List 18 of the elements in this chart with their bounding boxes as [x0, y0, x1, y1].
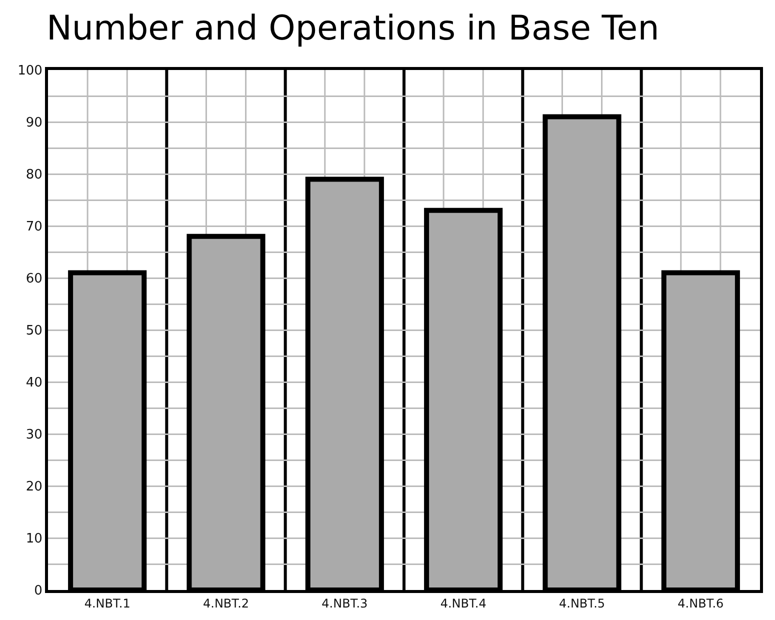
y-tick-label: 70	[26, 220, 42, 235]
x-tick-label: 4.NBT.6	[678, 596, 724, 610]
x-tick-label: 4.NBT.3	[322, 596, 368, 610]
y-tick-label: 60	[26, 272, 42, 287]
y-tick-label: 30	[26, 428, 42, 443]
x-tick-label: 4.NBT.4	[440, 596, 486, 610]
y-tick-label: 20	[26, 480, 42, 495]
y-tick-label: 100	[18, 64, 42, 79]
x-tick-label: 4.NBT.1	[84, 596, 130, 610]
x-tick-label: 4.NBT.2	[202, 596, 250, 610]
y-tick-label: 40	[26, 376, 42, 391]
y-tick-label: 10	[26, 532, 42, 547]
x-tick-label: 4.NBT.5	[558, 596, 606, 610]
y-tick-label: 0	[34, 584, 42, 599]
y-tick-label: 50	[26, 324, 42, 339]
y-tick-label: 80	[26, 168, 42, 183]
chart-title: Number and Operations in Base Ten	[46, 8, 660, 48]
y-tick-label: 90	[26, 116, 42, 131]
